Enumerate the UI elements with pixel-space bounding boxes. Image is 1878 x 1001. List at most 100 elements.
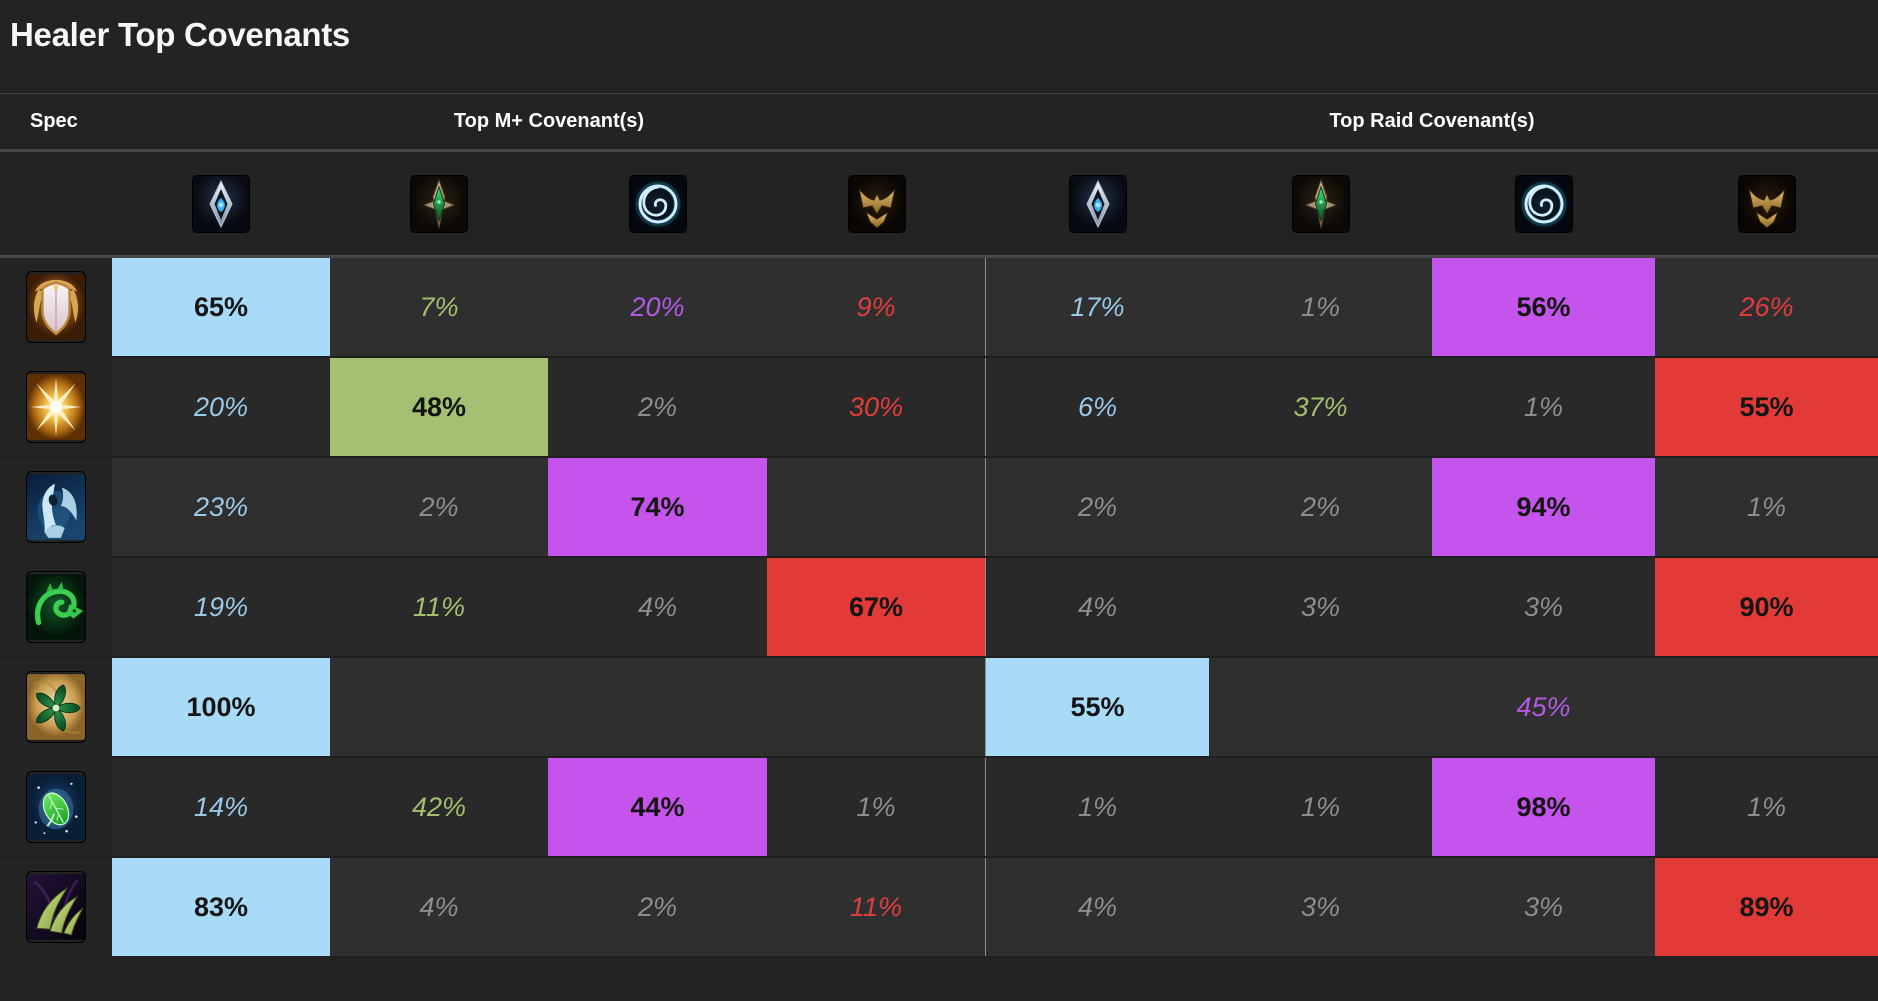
percent-cell: 3% bbox=[1432, 558, 1655, 656]
raid-covenant-header-4 bbox=[1655, 175, 1878, 232]
percent-cell: 55% bbox=[986, 658, 1209, 756]
percent-cell: 4% bbox=[986, 558, 1209, 656]
percent-cell: 4% bbox=[986, 858, 1209, 956]
percent-cell: 2% bbox=[330, 458, 548, 556]
night-fae-icon[interactable] bbox=[629, 175, 686, 232]
percent-cell: 14% bbox=[112, 758, 330, 856]
green-claw-spec-icon[interactable] bbox=[27, 872, 85, 942]
night-fae-icon[interactable] bbox=[1515, 175, 1572, 232]
spec-row: 23% 2% 74% 2% 2% 94% 1% bbox=[0, 458, 1878, 558]
percent-cell: 3% bbox=[1432, 858, 1655, 956]
percent-cell: 67% bbox=[767, 558, 986, 656]
venthyr-icon[interactable] bbox=[848, 175, 905, 232]
green-flower-spec-icon[interactable] bbox=[27, 672, 85, 742]
percent-cell: 30% bbox=[767, 358, 986, 456]
spec-cell[interactable] bbox=[0, 258, 112, 356]
necrolord-icon[interactable] bbox=[1292, 175, 1349, 232]
percent-cell: 6% bbox=[986, 358, 1209, 456]
empty-cell bbox=[548, 658, 767, 756]
percent-cell: 1% bbox=[1655, 458, 1878, 556]
percent-cell: 4% bbox=[330, 858, 548, 956]
green-leaf-spec-icon[interactable] bbox=[27, 772, 85, 842]
percent-cell: 1% bbox=[767, 758, 986, 856]
spec-cell[interactable] bbox=[0, 358, 112, 456]
percent-cell: 4% bbox=[548, 558, 767, 656]
covenant-table-body: 65% 7% 20% 9% 17% 1% 56% 26% 20% 48% 2% 30% 6% 37% 1%… bbox=[0, 255, 1878, 958]
raid-covenant-header-3 bbox=[1432, 175, 1655, 232]
percent-cell: 1% bbox=[1209, 758, 1432, 856]
percent-cell: 74% bbox=[548, 458, 767, 556]
spec-row: 83% 4% 2% 11% 4% 3% 3% 89% bbox=[0, 858, 1878, 958]
percent-cell: 1% bbox=[1209, 258, 1432, 356]
percent-cell: 20% bbox=[112, 358, 330, 456]
venthyr-icon[interactable] bbox=[1738, 175, 1795, 232]
spec-cell[interactable] bbox=[0, 558, 112, 656]
mplus-covenant-header-2 bbox=[330, 175, 548, 232]
spec-row: 20% 48% 2% 30% 6% 37% 1% 55% bbox=[0, 358, 1878, 458]
empty-cell bbox=[330, 658, 548, 756]
empty-cell bbox=[1655, 658, 1878, 756]
empty-cell bbox=[1209, 658, 1432, 756]
percent-cell: 2% bbox=[1209, 458, 1432, 556]
jade-serpent-spec-icon[interactable] bbox=[27, 572, 85, 642]
percent-cell: 3% bbox=[1209, 858, 1432, 956]
raid-covenant-header-2 bbox=[1209, 175, 1432, 232]
percent-cell: 100% bbox=[112, 658, 330, 756]
percent-cell: 26% bbox=[1655, 258, 1878, 356]
empty-cell bbox=[767, 658, 986, 756]
percent-cell: 11% bbox=[767, 858, 986, 956]
necrolord-icon[interactable] bbox=[411, 175, 467, 232]
holy-burst-spec-icon[interactable] bbox=[27, 372, 85, 442]
percent-cell: 94% bbox=[1432, 458, 1655, 556]
spec-row: 14% 42% 44% 1% 1% 1% 98% 1% bbox=[0, 758, 1878, 858]
percent-cell: 44% bbox=[548, 758, 767, 856]
table-header: Healer Top Covenants bbox=[0, 0, 1878, 94]
percent-cell: 7% bbox=[330, 258, 548, 356]
percent-cell: 48% bbox=[330, 358, 548, 456]
percent-cell: 65% bbox=[112, 258, 330, 356]
percent-cell: 3% bbox=[1209, 558, 1432, 656]
percent-cell: 1% bbox=[1655, 758, 1878, 856]
percent-cell: 20% bbox=[548, 258, 767, 356]
percent-cell: 37% bbox=[1209, 358, 1432, 456]
percent-cell: 42% bbox=[330, 758, 548, 856]
spec-row: 100% 55% 45% bbox=[0, 658, 1878, 758]
percent-cell: 2% bbox=[548, 358, 767, 456]
percent-cell: 11% bbox=[330, 558, 548, 656]
kyrian-icon[interactable] bbox=[1069, 175, 1126, 232]
empty-cell bbox=[767, 458, 986, 556]
column-headers: Spec Top M+ Covenant(s) Top Raid Covenan… bbox=[0, 94, 1878, 152]
spec-cell[interactable] bbox=[0, 458, 112, 556]
percent-cell: 19% bbox=[112, 558, 330, 656]
spec-row: 65% 7% 20% 9% 17% 1% 56% 26% bbox=[0, 258, 1878, 358]
spec-column-label: Spec bbox=[30, 110, 78, 132]
blue-spirit-spec-icon[interactable] bbox=[27, 472, 85, 542]
percent-cell: 23% bbox=[112, 458, 330, 556]
page-title: Healer Top Covenants bbox=[10, 16, 350, 53]
spec-row: 19% 11% 4% 67% 4% 3% 3% 90% bbox=[0, 558, 1878, 658]
spec-cell[interactable] bbox=[0, 858, 112, 956]
raid-column-label: Top Raid Covenant(s) bbox=[1329, 110, 1535, 132]
percent-cell: 55% bbox=[1655, 358, 1878, 456]
kyrian-icon[interactable] bbox=[193, 175, 249, 232]
raid-covenant-header-1 bbox=[986, 175, 1209, 232]
percent-cell: 1% bbox=[986, 758, 1209, 856]
mplus-covenant-header-4 bbox=[767, 175, 986, 232]
percent-cell: 45% bbox=[1432, 658, 1655, 756]
percent-cell: 98% bbox=[1432, 758, 1655, 856]
percent-cell: 89% bbox=[1655, 858, 1878, 956]
mplus-covenant-header-1 bbox=[112, 175, 330, 232]
spec-cell[interactable] bbox=[0, 658, 112, 756]
percent-cell: 2% bbox=[548, 858, 767, 956]
percent-cell: 83% bbox=[112, 858, 330, 956]
percent-cell: 1% bbox=[1432, 358, 1655, 456]
mplus-column-label: Top M+ Covenant(s) bbox=[453, 110, 645, 132]
percent-cell: 17% bbox=[986, 258, 1209, 356]
percent-cell: 56% bbox=[1432, 258, 1655, 356]
winged-shield-spec-icon[interactable] bbox=[27, 272, 85, 342]
percent-cell: 2% bbox=[986, 458, 1209, 556]
covenant-icon-row bbox=[0, 152, 1878, 255]
mplus-covenant-header-3 bbox=[548, 175, 767, 232]
spec-cell[interactable] bbox=[0, 758, 112, 856]
percent-cell: 90% bbox=[1655, 558, 1878, 656]
